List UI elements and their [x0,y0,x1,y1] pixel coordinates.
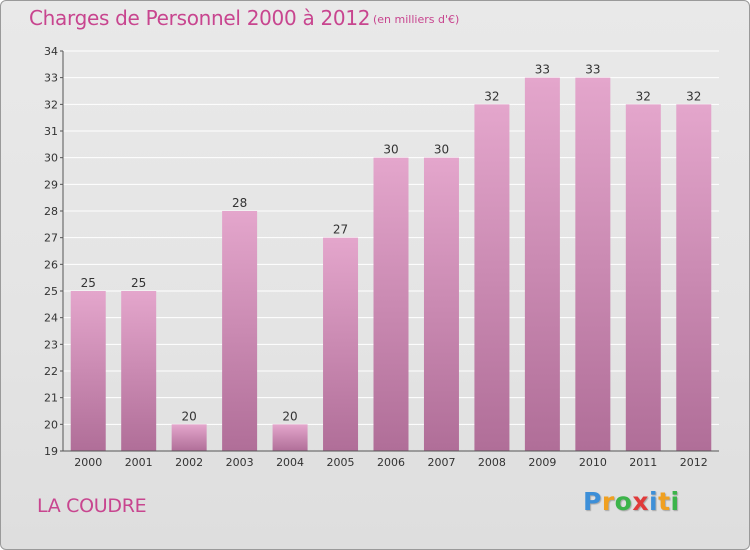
x-tick-label-2002: 2002 [175,456,203,469]
x-tick-label-2006: 2006 [377,456,405,469]
y-tick-label: 34 [44,45,58,58]
data-label-2009: 33 [535,63,550,77]
x-tick-label-2011: 2011 [629,456,657,469]
brand-logo: Proxiti [583,487,680,516]
x-tick-label-2005: 2005 [327,456,355,469]
brand-letter: t [658,487,671,516]
y-tick-label: 21 [44,392,58,405]
x-tick-label-2001: 2001 [125,456,153,469]
y-tick-label: 24 [44,312,58,325]
y-tick-label: 29 [44,178,58,191]
y-tick-label: 28 [44,205,58,218]
chart-subtitle: (en milliers d'€) [373,13,460,26]
bars [70,77,712,452]
data-label-2010: 33 [585,63,600,77]
bar-2000 [70,291,106,451]
x-tick-label-2000: 2000 [74,456,102,469]
bar-2009 [524,77,560,452]
bar-2003 [222,211,258,451]
brand-letter: P [583,487,602,516]
bar-2005 [323,237,359,451]
y-tick-label: 20 [44,418,58,431]
y-tick-label: 26 [44,258,58,271]
y-tick-label: 32 [44,98,58,111]
y-tick-label: 31 [44,125,58,138]
data-label-2011: 32 [636,89,651,103]
bar-2007 [423,157,459,451]
y-tick-label: 25 [44,285,58,298]
x-tick-label-2004: 2004 [276,456,304,469]
bar-2011 [625,104,661,451]
brand-letter: r [601,487,615,516]
brand-letter: o [614,487,633,516]
data-label-2001: 25 [131,276,146,290]
x-tick-label-2010: 2010 [579,456,607,469]
bar-2008 [474,104,510,451]
brand-letter: x [632,487,649,516]
data-label-2005: 27 [333,223,348,237]
y-tick-label: 23 [44,338,58,351]
chart-title: Charges de Personnel 2000 à 2012 [29,6,371,30]
y-tick-label: 27 [44,232,58,245]
x-tick-label-2003: 2003 [226,456,254,469]
x-tick-labels: 2000 2001 2002 2003 2004 2005 2006 2007 2008 2009… [74,456,708,469]
y-tick-label: 19 [44,445,58,458]
brand-letter: i [670,487,680,516]
axes [60,50,719,452]
x-tick-label-2009: 2009 [528,456,556,469]
data-label-2008: 32 [484,89,499,103]
brand-letter: i [649,487,659,516]
data-label-2007: 30 [434,143,449,157]
data-label-2000: 25 [81,276,96,290]
bar-2001 [121,291,157,451]
bar-2010 [575,77,611,452]
data-labels: 25 25 20 28 20 27 30 30 32 33 33 32 32 [81,63,702,424]
data-label-2012: 32 [686,89,701,103]
y-tick-label: 33 [44,72,58,85]
x-tick-label-2008: 2008 [478,456,506,469]
x-tick-label-2012: 2012 [680,456,708,469]
bar-2002 [171,424,207,451]
data-label-2003: 28 [232,196,247,210]
bar-2006 [373,157,409,451]
data-label-2006: 30 [383,143,398,157]
data-label-2002: 20 [182,409,197,423]
y-tick-labels: 19 20 21 22 23 24 25 26 27 28 29 30 31 32 33 34 [44,45,58,458]
x-tick-label-2007: 2007 [427,456,455,469]
bar-2004 [272,424,308,451]
data-label-2004: 20 [282,409,297,423]
commune-name: LA COUDRE [37,495,147,517]
bar-2012 [676,104,712,451]
y-tick-label: 30 [44,152,58,165]
y-tick-label: 22 [44,365,58,378]
